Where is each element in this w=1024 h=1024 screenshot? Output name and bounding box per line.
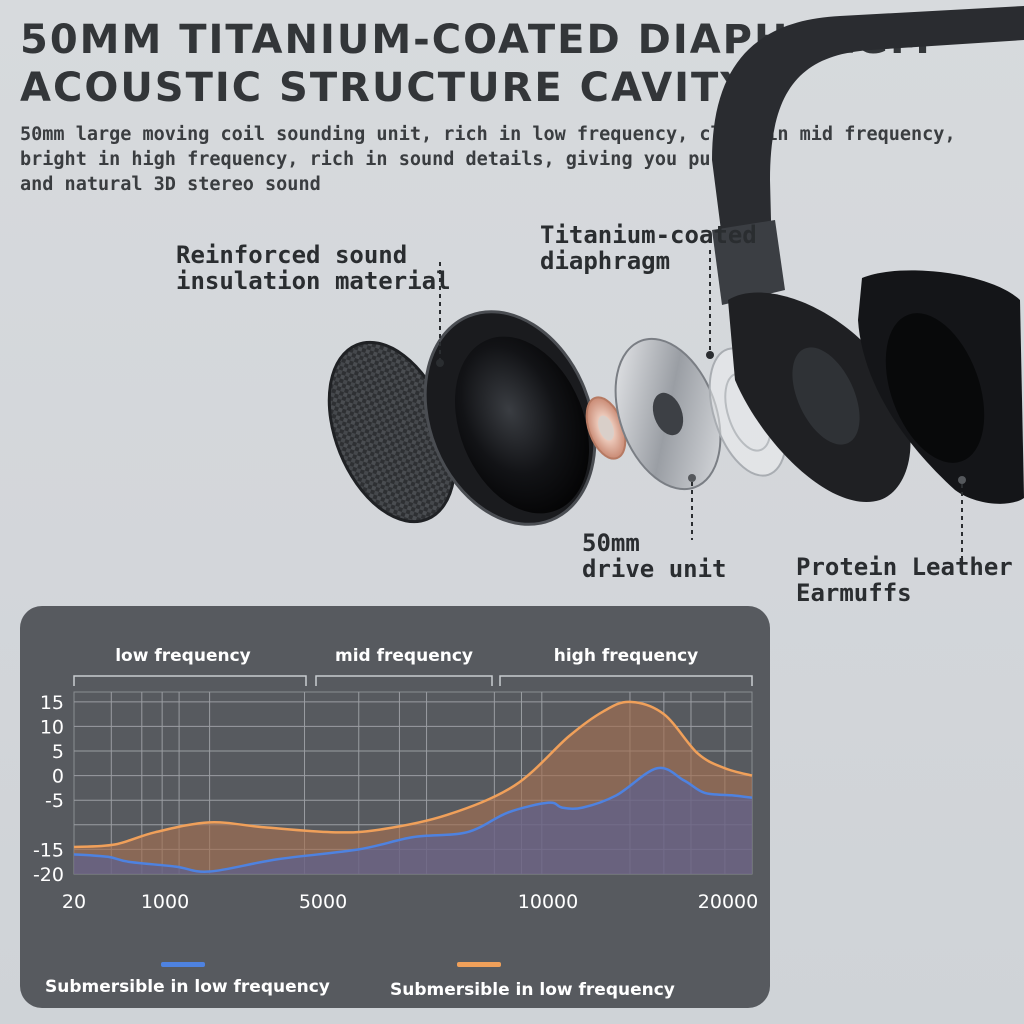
- insulation-leader-dot: [436, 359, 444, 367]
- band-bracket-1: [315, 675, 493, 686]
- legend-blue-label: Submersible in low frequency: [45, 977, 330, 997]
- chart-svg: low frequency mid frequency high frequency…: [33, 646, 758, 913]
- headband-shape: [712, 6, 1024, 285]
- label-earmuffs: Protein Leather Earmuffs: [796, 554, 1013, 606]
- label-insulation-line-2: insulation material: [176, 267, 451, 295]
- label-insulation: Reinforced sound insulation material: [176, 242, 451, 294]
- headband-slider: [712, 220, 785, 305]
- band-bracket-0: [73, 675, 307, 686]
- legend-blue-swatch: [161, 962, 205, 967]
- band-bracket-2: [499, 675, 753, 686]
- drive-unit-screw: [688, 474, 696, 482]
- x-tick-0: 20: [62, 891, 86, 913]
- earmuff-dot: [958, 476, 966, 484]
- y-tick-2: 5: [52, 741, 64, 763]
- band-label-0: low frequency: [115, 646, 251, 666]
- x-tick-4: 20000: [698, 891, 758, 913]
- series-area-0: [74, 767, 752, 874]
- label-diaphragm-line-1: Titanium-coated: [540, 221, 757, 249]
- y-tick-1: 10: [40, 716, 64, 738]
- legend-orange-label: Submersible in low frequency: [390, 980, 675, 1000]
- label-drive-unit-line-1: 50mm: [582, 529, 640, 557]
- band-label-2: high frequency: [554, 646, 699, 666]
- legend-orange-swatch: [457, 962, 501, 967]
- glossy-cup-face: [454, 336, 590, 514]
- y-tick-3: 0: [52, 766, 64, 788]
- drive-unit-center: [652, 392, 684, 436]
- label-diaphragm-line-2: diaphragm: [540, 247, 671, 275]
- diaphragm-leader-dot: [706, 351, 714, 359]
- y-tick-6: -20: [33, 864, 64, 886]
- description-line-3: and natural 3D stereo sound: [20, 174, 321, 195]
- label-earmuffs-line-2: Earmuffs: [796, 579, 912, 607]
- band-label-1: mid frequency: [335, 646, 473, 666]
- x-tick-3: 10000: [518, 891, 578, 913]
- series-line-0: [73, 766, 753, 873]
- label-drive-unit: 50mm drive unit: [582, 530, 727, 582]
- label-drive-unit-line-2: drive unit: [582, 555, 727, 583]
- headphone-exploded-illustration: [327, 6, 1024, 560]
- label-earmuffs-line-1: Protein Leather: [796, 553, 1013, 581]
- x-tick-1: 1000: [141, 891, 189, 913]
- y-tick-5: -15: [33, 839, 64, 861]
- y-tick-0: 15: [40, 692, 64, 714]
- frequency-response-chart: low frequency mid frequency high frequency…: [20, 606, 770, 1008]
- description-line-2: bright in high frequency, rich in sound …: [20, 149, 733, 170]
- earmuff-cushion-hole: [885, 313, 985, 463]
- copper-ring-hole: [598, 415, 614, 441]
- label-diaphragm: Titanium-coated diaphragm: [540, 222, 757, 274]
- y-tick-4: -5: [45, 790, 64, 812]
- rear-earcup-grille: [792, 347, 860, 445]
- label-insulation-line-1: Reinforced sound: [176, 241, 408, 269]
- title-line-2: ACOUSTIC STRUCTURE CAVITY: [20, 65, 752, 111]
- x-tick-2: 5000: [299, 891, 347, 913]
- series-line-1: [73, 700, 753, 849]
